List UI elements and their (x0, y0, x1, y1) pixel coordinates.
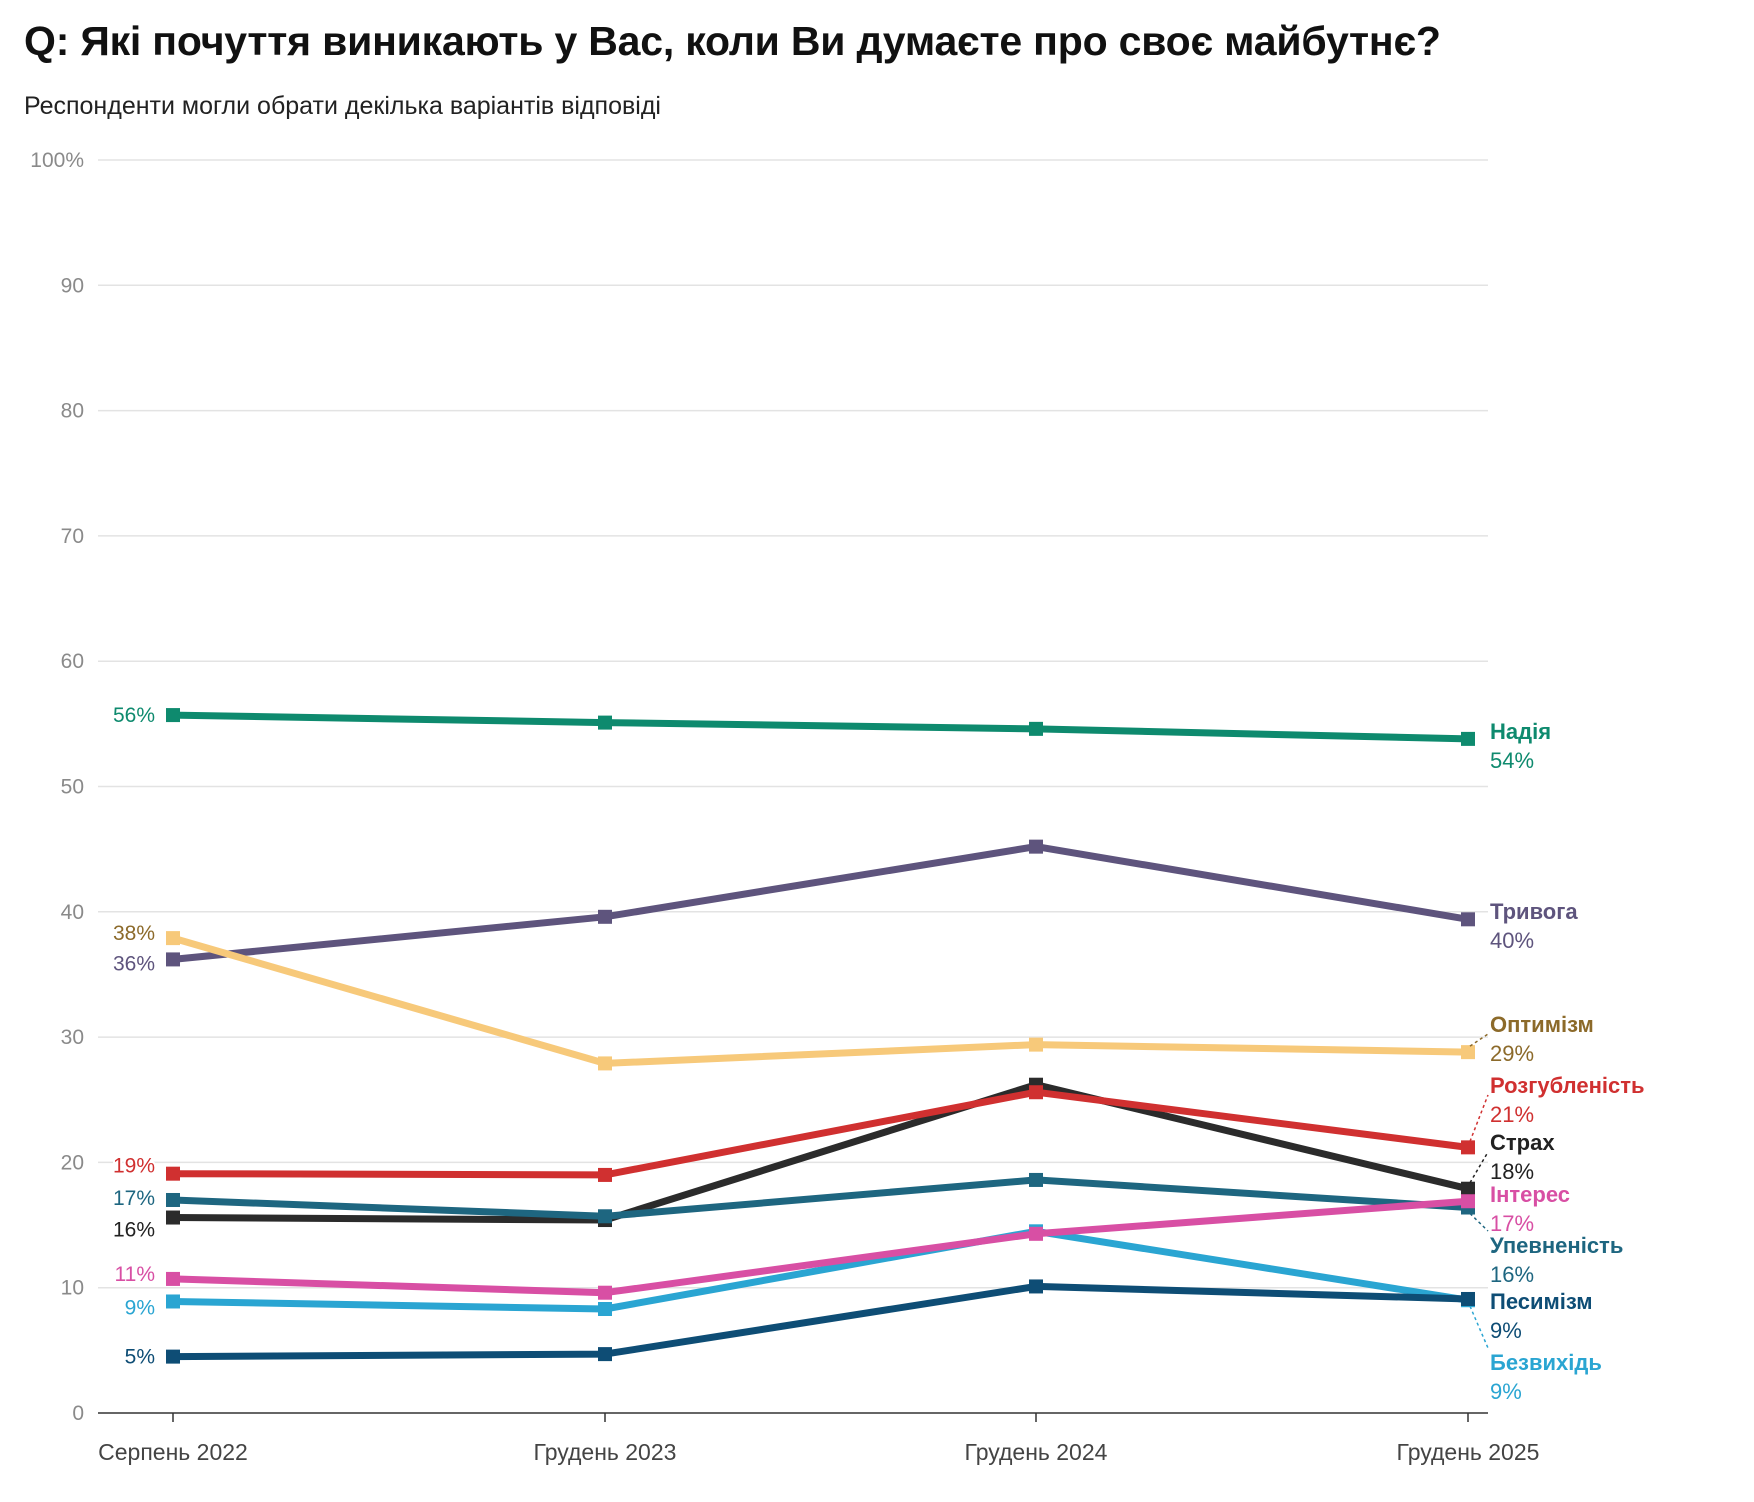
y-tick-label: 90 (61, 274, 84, 297)
start-value-label: 16% (113, 1219, 155, 1242)
data-point (598, 715, 612, 730)
chart-title: Q: Які почуття виникають у Вас, коли Ви … (24, 18, 1441, 64)
label-leader-line (1469, 1033, 1489, 1047)
y-tick-label: 20 (61, 1151, 84, 1174)
series-line (169, 1227, 1472, 1313)
data-point (1029, 1279, 1043, 1294)
end-value-label: 29% (1490, 1041, 1534, 1066)
end-value-label: 40% (1490, 928, 1534, 953)
data-point (1461, 912, 1475, 927)
series-line (169, 1197, 1472, 1297)
data-point (1029, 1037, 1043, 1052)
y-tick-label: 80 (61, 400, 84, 423)
series-line (169, 1081, 1472, 1224)
series-name-label: Безвихідь (1490, 1350, 1602, 1375)
axes: 0 10 20 30 40 50 60 70 80 90 100% Серпень 2022 Груде… (30, 149, 1539, 1465)
series-name-label: Оптимізм (1490, 1012, 1594, 1037)
y-tick-label: 0 (72, 1402, 84, 1425)
data-point (166, 1294, 180, 1309)
data-labels: 56% 36% 38% 19% 16% 11% 17% 5% 9% Надія 54% Тривога… (111, 702, 1645, 1404)
chart-subtitle: Респонденти могли обрати декілька варіан… (24, 92, 661, 120)
data-point (1029, 1172, 1043, 1187)
start-value-label: 5% (125, 1346, 155, 1369)
y-tick-label: 60 (61, 650, 84, 673)
data-point (166, 1349, 180, 1364)
start-value-label: 17% (113, 1187, 155, 1210)
data-point (1029, 721, 1043, 736)
x-tick-label: Грудень 2025 (1397, 1439, 1540, 1465)
series-lines (166, 708, 1475, 1364)
y-tick-label: 100% (30, 149, 84, 172)
series-line (169, 843, 1472, 963)
series-name-label: Надія (1490, 719, 1551, 744)
data-point (166, 708, 180, 723)
data-point (598, 1285, 612, 1300)
start-value-label: 36% (113, 952, 155, 975)
series-line (169, 1088, 1472, 1179)
data-point (598, 909, 612, 924)
data-point (1461, 1194, 1475, 1209)
start-value-label: 19% (113, 1155, 155, 1178)
data-point (166, 1166, 180, 1181)
data-point (166, 1192, 180, 1207)
series-name-label: Песимізм (1490, 1289, 1593, 1314)
start-value-label: 11% (115, 1263, 155, 1286)
data-point (1461, 1181, 1475, 1196)
start-value-label: 38% (113, 922, 155, 945)
series-name-label: Тривога (1490, 899, 1578, 924)
data-point (166, 1210, 180, 1225)
x-tick-label: Грудень 2023 (534, 1439, 677, 1465)
data-point (598, 1347, 612, 1362)
series-line (169, 1282, 1472, 1361)
end-value-label: 17% (1490, 1211, 1534, 1236)
series-line (169, 1176, 1472, 1220)
data-point (166, 1271, 180, 1286)
data-point (166, 952, 180, 967)
label-leader-line (1469, 1212, 1489, 1232)
series-name-label: Розгубленість (1490, 1073, 1645, 1098)
data-point (1461, 731, 1475, 746)
series-name-label: Упевненість (1490, 1233, 1623, 1258)
data-point (1029, 1085, 1043, 1100)
series-name-label: Страх (1490, 1130, 1555, 1155)
end-value-label: 9% (1490, 1318, 1522, 1343)
series-name-label: Інтерес (1490, 1182, 1570, 1207)
data-point (1461, 1045, 1475, 1060)
data-point (1461, 1140, 1475, 1155)
data-point (598, 1056, 612, 1071)
x-tick-label: Серпень 2022 (98, 1439, 248, 1465)
series-line (169, 711, 1472, 743)
label-leader-line (1469, 1151, 1489, 1184)
y-tick-label: 10 (61, 1277, 84, 1300)
start-value-label: 56% (113, 704, 155, 727)
y-tick-label: 70 (61, 525, 84, 548)
end-value-label: 16% (1490, 1262, 1534, 1287)
data-point (166, 931, 180, 946)
series-line (169, 934, 1472, 1067)
end-value-label: 54% (1490, 748, 1534, 773)
end-value-label: 18% (1490, 1159, 1534, 1184)
grid-lines (98, 159, 1488, 1289)
data-point (598, 1167, 612, 1182)
y-tick-label: 30 (61, 1026, 84, 1049)
data-point (1461, 1291, 1475, 1306)
data-point (1029, 839, 1043, 854)
y-tick-label: 50 (61, 776, 84, 799)
x-tick-label: Грудень 2024 (965, 1439, 1108, 1465)
label-leader-line (1469, 1094, 1489, 1142)
data-point (598, 1209, 612, 1224)
start-value-label: 9% (125, 1296, 155, 1319)
data-point (1029, 1226, 1043, 1241)
label-leader-line (1469, 1305, 1489, 1349)
y-tick-label: 40 (61, 901, 84, 924)
data-point (598, 1302, 612, 1317)
end-value-label: 21% (1490, 1102, 1534, 1127)
end-value-label: 9% (1490, 1379, 1522, 1404)
